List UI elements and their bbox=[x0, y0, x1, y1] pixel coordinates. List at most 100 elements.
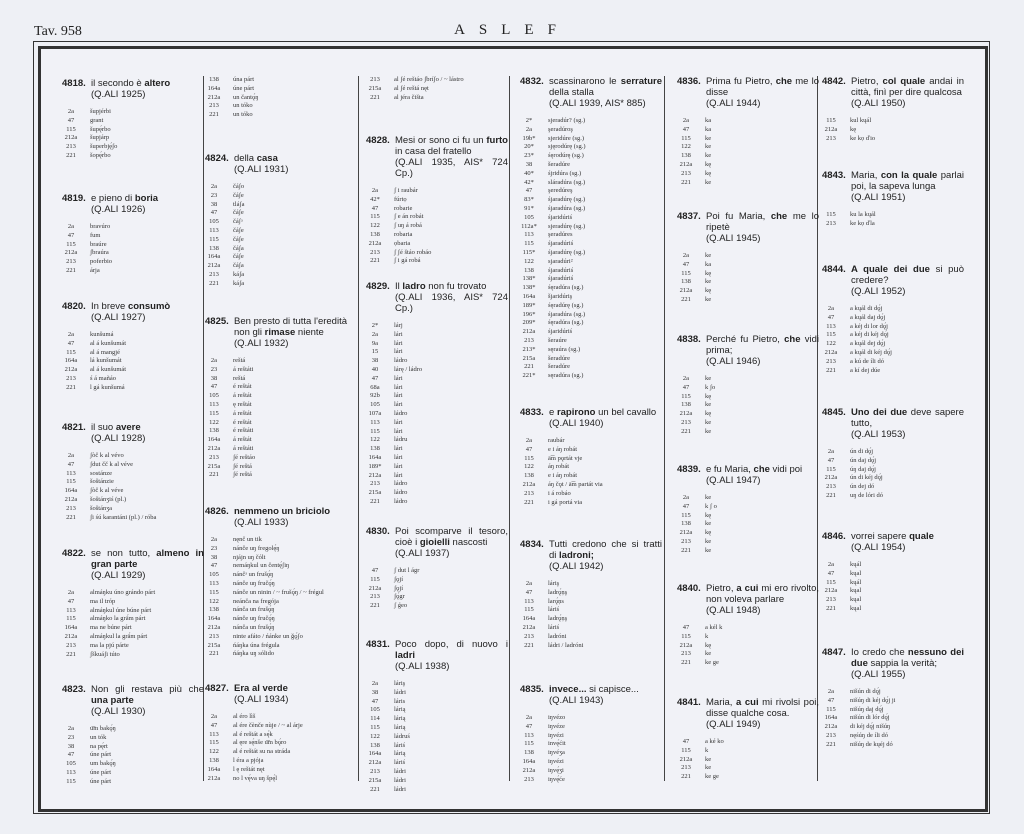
locality-code: 2a bbox=[210, 183, 218, 190]
dialect-form: iŋvéʒa bbox=[548, 749, 565, 757]
dialect-form-row: 115 úne párt bbox=[62, 778, 204, 787]
entry-text: Prima fu Pietro, bbox=[706, 76, 776, 87]
locality-code: 138 bbox=[209, 606, 219, 614]
entry-keyword: serrature bbox=[620, 76, 662, 87]
dialect-form-row: 221 ʃ i gá robá bbox=[366, 257, 508, 266]
dialect-form-row: 213 ladróni bbox=[520, 633, 662, 642]
entry-reference: (Q.ALI 1931) bbox=[234, 164, 289, 175]
locality-code: 138 bbox=[370, 230, 380, 238]
dialect-form: šoštánʒa bbox=[90, 504, 113, 512]
dialect-form-row: 83* śjaradúrę (sg.) bbox=[520, 196, 662, 205]
entry-heading: 4822. se non tutto, almeno in gran parte(… bbox=[62, 548, 204, 581]
dialect-form-row: 213 ma la pjú párte bbox=[62, 642, 204, 651]
dialect-form: sostánze bbox=[90, 469, 113, 477]
locality-code: 221 bbox=[66, 383, 76, 391]
entry-text: non fu trovato bbox=[425, 281, 487, 292]
locality-code: 47 bbox=[827, 313, 835, 321]
dialect-form: šjaridúriş bbox=[548, 292, 573, 300]
locality-code: 164a bbox=[368, 453, 382, 461]
dialect-form-row: 138 l éra a pjója bbox=[205, 757, 347, 766]
locality-code: 113 bbox=[370, 418, 380, 426]
locality-code: 2a bbox=[682, 494, 690, 501]
entry-text: sappia la verità; bbox=[867, 658, 938, 669]
dialect-form-row: 213 ke kọ ďio bbox=[822, 135, 964, 144]
entry-keyword: ladri bbox=[395, 650, 416, 661]
entry-keyword: rapirono bbox=[556, 407, 596, 418]
entry-keyword: altero bbox=[144, 78, 171, 89]
dialect-form: ládri bbox=[394, 767, 406, 775]
entry-number: 4836. bbox=[677, 76, 701, 87]
dialect-form-row: 213 un tóko bbox=[205, 102, 347, 111]
entry-text: Perché fu Pietro, bbox=[706, 334, 785, 345]
locality-code: 113 bbox=[66, 469, 76, 477]
dialect-form: śjaradúriś bbox=[548, 275, 574, 283]
dialect-form: ládro bbox=[394, 480, 408, 488]
dialect-form-list: 2a nęnč un tik 23 nánče uŋ fregolę́ŋ 38 njájn… bbox=[205, 536, 347, 659]
entry-keyword: che bbox=[770, 211, 788, 222]
dialect-form: lári bbox=[394, 401, 403, 409]
locality-code: 47 bbox=[682, 125, 690, 133]
locality-code: 2a bbox=[67, 223, 75, 230]
atlas-entry: 4845. Uno dei due deve sapere tutto, (Q.AL… bbox=[822, 407, 964, 501]
atlas-entry: 4834. Tutti credono che si tratti di ladr… bbox=[520, 539, 662, 650]
dialect-form: ʃé reštáo bbox=[233, 453, 256, 461]
dialect-form-row: 212a kę bbox=[677, 642, 819, 651]
dialect-form-row: 23 čáʃe bbox=[205, 192, 347, 201]
dialect-form: iŋvézi bbox=[548, 757, 564, 765]
locality-code: 40* bbox=[524, 169, 534, 177]
dialect-form: sjaradúri² bbox=[548, 257, 573, 265]
locality-code: 114 bbox=[370, 715, 380, 723]
dialect-form-row: 47 ma il tróp bbox=[62, 598, 204, 607]
locality-code: 47 bbox=[67, 460, 75, 468]
dialect-form-row: 221 l gá kunšumá bbox=[62, 384, 204, 393]
dialect-form: sláradúra (sg.) bbox=[548, 178, 586, 186]
locality-code: 213 bbox=[209, 270, 219, 278]
entry-reference: (Q.ALI 1930) bbox=[91, 706, 146, 717]
dialect-form-row: 47 a ké ko bbox=[677, 738, 819, 747]
atlas-entry: 4844. A quale dei due si può credere? (Q.A… bbox=[822, 264, 964, 375]
dialect-form-row: 115 šoštánzie bbox=[62, 478, 204, 487]
locality-code: 215a bbox=[207, 641, 221, 649]
entry-number: 4839. bbox=[677, 464, 701, 475]
entry-number: 4846. bbox=[822, 531, 846, 542]
dialect-form-row: 47 ʃdut čč k al véve bbox=[62, 461, 204, 470]
entry-text: Poi fu Maria, bbox=[706, 211, 771, 222]
dialect-form: šupę́rbo bbox=[90, 125, 111, 133]
dialect-form-row: 113 iŋvézi bbox=[520, 732, 662, 741]
entry-text: della bbox=[234, 153, 257, 164]
dialect-form: raubár bbox=[548, 437, 565, 444]
entry-text: me lo ripetè bbox=[706, 211, 820, 233]
dialect-form-row: 2a ke bbox=[677, 252, 819, 261]
dialect-form-row: 2a a kųál di dǫ́j bbox=[822, 305, 964, 314]
dialect-form: kę bbox=[705, 410, 712, 418]
dialect-form: ke bbox=[705, 143, 712, 151]
dialect-form-row: 115 śjaradúriś bbox=[520, 240, 662, 249]
locality-code: 113 bbox=[209, 730, 219, 738]
locality-code: 212a bbox=[64, 495, 78, 503]
dialect-form-row: 213 i á robáo bbox=[520, 490, 662, 499]
entry-keyword: avere bbox=[115, 422, 141, 433]
dialect-form-row: 115 láriś bbox=[520, 606, 662, 615]
dialect-form-row: 212a šupjárp bbox=[62, 134, 204, 143]
dialect-form-row: 2a ún di dǫ́j bbox=[822, 448, 964, 457]
locality-code: 68a bbox=[370, 383, 380, 391]
entry-number: 4847. bbox=[822, 647, 846, 658]
dialect-form-row: 47 láris bbox=[366, 698, 508, 707]
atlas-entry: 4842. Pietro, col quale andai in città, f… bbox=[822, 76, 964, 143]
entry-heading: 4824. della casa (Q.ALI 1931) bbox=[205, 153, 347, 175]
dialect-form: kę bbox=[705, 392, 712, 400]
locality-code: 221 bbox=[66, 650, 76, 658]
dialect-form: ā͞m pǫrtát vje bbox=[548, 454, 583, 462]
entry-number: 4838. bbox=[677, 334, 701, 345]
dialect-form: šoštánzie bbox=[90, 478, 114, 486]
dialect-form: ʃé reštá bbox=[233, 471, 252, 479]
locality-code: 221 bbox=[681, 178, 691, 186]
dialect-form-row: 115 nánče un ninin / ~ frušǫ́ŋ / ~ frégul bbox=[205, 589, 347, 598]
dialect-form: bravúro bbox=[90, 223, 111, 230]
dialect-form: a kųál di kéj dǫ́j bbox=[850, 348, 892, 356]
locality-code: 38 bbox=[525, 160, 533, 168]
locality-code: 47 bbox=[67, 597, 75, 605]
dialect-form-row: 212a kę bbox=[677, 287, 819, 296]
dialect-form-row: 213 ke bbox=[677, 650, 819, 659]
dialect-form-row: 115 k bbox=[677, 747, 819, 756]
